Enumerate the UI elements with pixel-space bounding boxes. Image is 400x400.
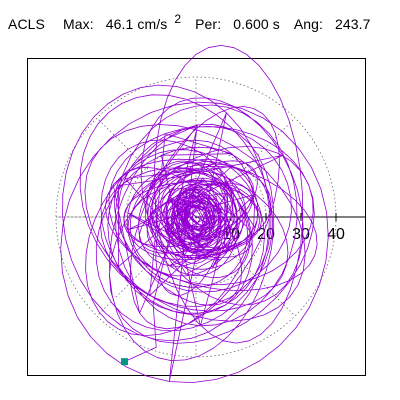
max-key: Max: bbox=[62, 16, 94, 32]
grid-spoke-315 bbox=[195, 216, 296, 317]
orbit-traces bbox=[60, 45, 329, 383]
angle-key: Ang: bbox=[293, 16, 324, 32]
grid-spoke-135 bbox=[96, 117, 197, 218]
max-unit-exponent: 2 bbox=[174, 12, 182, 26]
orbit-trace bbox=[60, 45, 329, 383]
header-bar: ACLS Max: 46.1 cm/s 2 Per: 0.600 s Ang: … bbox=[8, 13, 371, 32]
max-value: 46.1 cm/s bbox=[105, 16, 168, 32]
max-point-marker bbox=[121, 358, 129, 366]
angle-value: 243.7 bbox=[335, 16, 371, 32]
period-value: 0.600 s bbox=[233, 16, 280, 32]
grid-spoke-45 bbox=[195, 117, 296, 218]
end-marker-layer bbox=[121, 358, 129, 366]
component-label: ACLS bbox=[8, 16, 45, 32]
period-key: Per: bbox=[195, 16, 222, 32]
axis-tick-label-40: 40 bbox=[327, 226, 345, 243]
